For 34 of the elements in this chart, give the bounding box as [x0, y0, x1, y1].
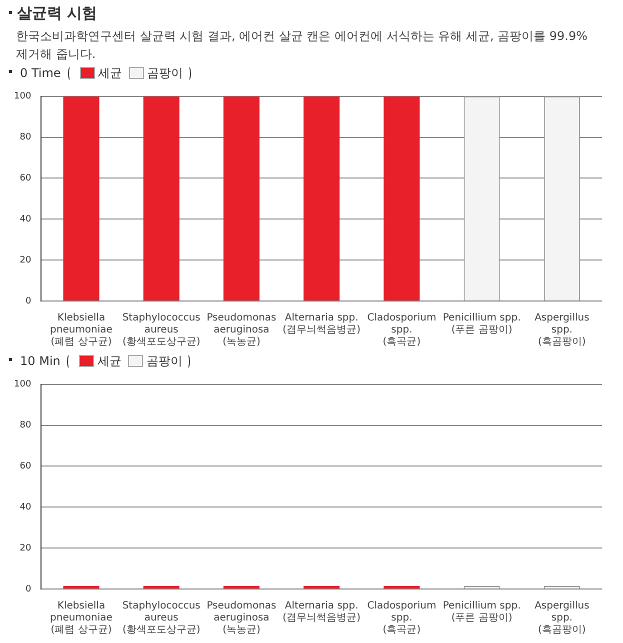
- y-tick-label: 40: [20, 214, 32, 225]
- y-tick-label: 20: [20, 255, 32, 266]
- legend-title: 0 Time: [20, 66, 61, 80]
- legend-label: 세균: [98, 64, 122, 82]
- x-tick-label: Alternaria spp. (겹무늬썩음병균): [282, 312, 361, 336]
- y-tick-label: 0: [25, 584, 32, 594]
- x-tick-label: Klebsiella pneumoniae (폐렴 상구균): [50, 600, 112, 636]
- legend-label: 세균: [97, 352, 122, 370]
- x-tick-label: Cladosporium spp. (흑곡균): [367, 312, 436, 348]
- y-tick-label: 60: [20, 174, 32, 184]
- y-tick-label: 0: [25, 296, 32, 306]
- legend-title: 10 Min: [20, 354, 60, 368]
- x-tick-label: Penicillium spp. (푸른 곰팡이): [442, 600, 521, 624]
- x-tick-label: Aspergillus spp. (흑곰팡이): [534, 600, 590, 636]
- x-tick-label: Staphylococcus aureus (황색포도상구균): [122, 600, 200, 636]
- x-tick-label: Cladosporium spp. (흑곡균): [367, 600, 436, 636]
- legend-label: 곰팡이: [146, 64, 183, 82]
- y-tick-label: 20: [20, 543, 32, 554]
- y-tick-label: 80: [20, 420, 32, 431]
- legend-label: 곰팡이: [146, 352, 182, 370]
- chart-title: 살균력 시험: [17, 4, 98, 22]
- x-tick-label: Pseudomonas aeruginosa (녹농균): [206, 600, 276, 636]
- y-tick-label: 100: [14, 380, 32, 390]
- x-tick-label: Penicillium spp. (푸른 곰팡이): [442, 312, 521, 336]
- y-tick-label: 100: [14, 92, 32, 102]
- x-tick-label: Staphylococcus aureus (황색포도상구균): [122, 312, 200, 348]
- x-tick-label: Aspergillus spp. (흑곰팡이): [534, 312, 590, 348]
- chart-subtitle: 한국소비과학연구센터 살균력 시험 결과, 에어컨 살균 캔은 에어컨에 서식하는 유해 세균, 곰팡이를 99.9% 제거해 줍니다.: [16, 28, 589, 63]
- x-tick-label: Klebsiella pneumoniae (폐렴 상구균): [50, 312, 112, 348]
- x-tick-label: Alternaria spp. (겹무늬썩음병균): [282, 600, 361, 624]
- y-tick-label: 40: [20, 502, 32, 513]
- y-tick-label: 80: [20, 132, 32, 143]
- x-tick-label: Pseudomonas aeruginosa (녹농균): [206, 312, 276, 348]
- y-tick-label: 60: [20, 462, 32, 472]
